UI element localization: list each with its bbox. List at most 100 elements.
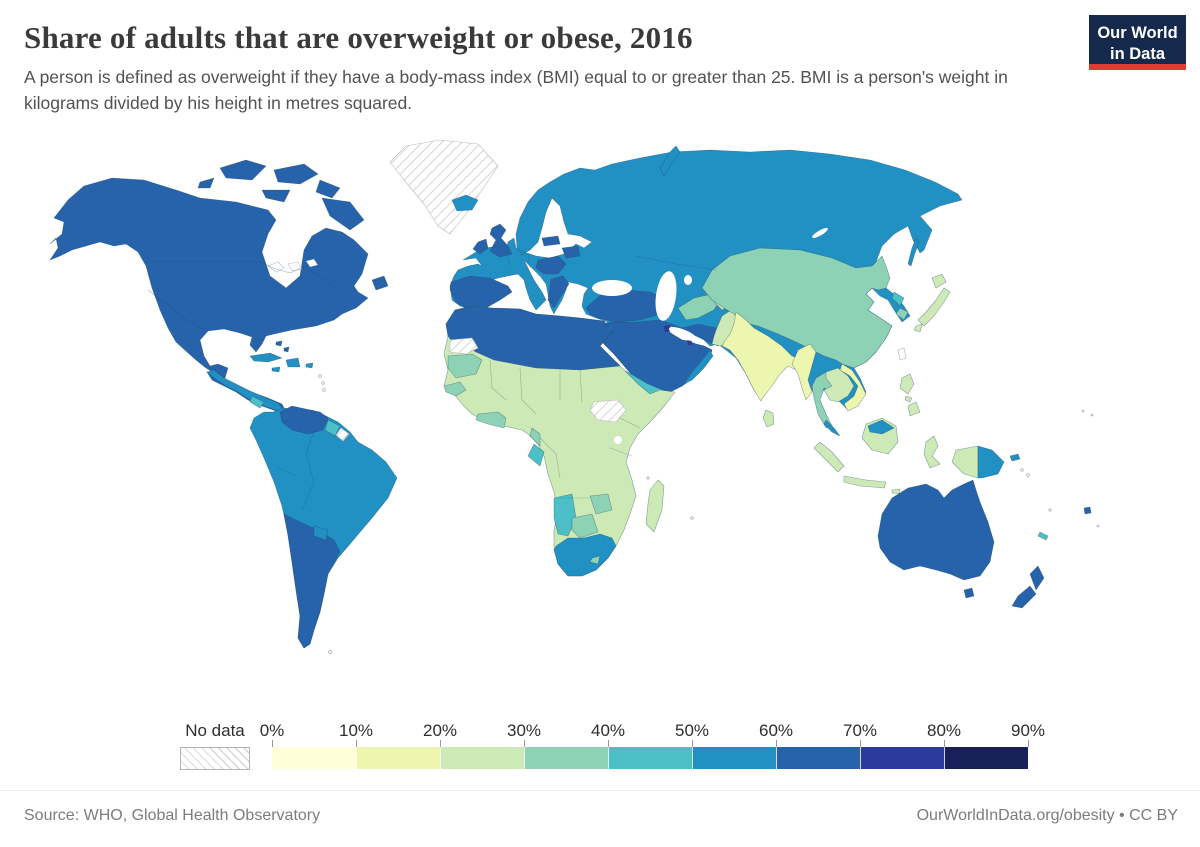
region-lesotho[interactable]	[589, 555, 601, 565]
legend-tick-label-7: 70%	[842, 721, 878, 740]
region-south-korea[interactable]	[895, 307, 909, 321]
legend-no-data-swatch[interactable]	[180, 747, 250, 770]
legend-bin-2[interactable]	[440, 747, 524, 769]
region-jamaica[interactable]	[271, 366, 281, 373]
region-novaya-zemlya[interactable]	[659, 145, 681, 177]
region-laos-cambodia[interactable]	[823, 367, 855, 403]
legend-tick	[692, 740, 693, 747]
region-namibia[interactable]	[553, 493, 577, 537]
region-ghana-cote-divoire[interactable]	[475, 411, 507, 429]
region-venezuela[interactable]	[279, 405, 329, 435]
region-iberia[interactable]	[449, 275, 513, 311]
legend-tick	[608, 740, 609, 747]
region-vietnam[interactable]	[839, 363, 867, 412]
region-papua-new-guinea[interactable]	[977, 445, 1005, 479]
legend-bin-5[interactable]	[692, 747, 776, 769]
region-botswana[interactable]	[571, 513, 599, 539]
region-hungary[interactable]	[561, 245, 581, 259]
persian-gulf	[668, 327, 698, 341]
legend-bin-7[interactable]	[860, 747, 944, 769]
region-guyana-suriname[interactable]	[324, 419, 341, 437]
region-north-america[interactable]	[49, 177, 369, 413]
owid-logo[interactable]: Our World in Data	[1089, 15, 1186, 70]
region-greenland[interactable]	[389, 139, 499, 235]
legend-bin-4[interactable]	[608, 747, 692, 769]
region-paraguay[interactable]	[313, 525, 329, 541]
region-malaysia-peninsula[interactable]	[823, 419, 841, 437]
region-tasmania[interactable]	[963, 587, 975, 599]
region-sakhalin[interactable]	[907, 237, 920, 267]
border-us-canada	[145, 261, 335, 288]
region-new-britain[interactable]	[1009, 453, 1021, 462]
region-canada-arctic-islands[interactable]	[197, 159, 365, 231]
region-malaysia-borneo[interactable]	[867, 419, 895, 435]
region-falkland-islands[interactable]	[328, 650, 332, 654]
region-sulawesi[interactable]	[923, 435, 941, 469]
region-new-caledonia[interactable]	[1037, 531, 1049, 541]
region-micronesia-2[interactable]	[1090, 413, 1094, 417]
region-vanuatu[interactable]	[1048, 508, 1052, 512]
region-greece[interactable]	[547, 275, 570, 309]
region-sri-lanka[interactable]	[762, 409, 775, 428]
region-south-america[interactable]	[249, 407, 398, 649]
region-java[interactable]	[843, 475, 887, 489]
region-czechia[interactable]	[541, 235, 561, 247]
region-senegal[interactable]	[443, 381, 467, 397]
region-ireland[interactable]	[472, 238, 489, 255]
region-costa-rica[interactable]	[249, 395, 265, 409]
border-peru-bolivia	[277, 467, 297, 477]
region-japan[interactable]	[913, 273, 951, 333]
region-lesser-antilles[interactable]	[318, 374, 322, 378]
region-western-balkans[interactable]	[535, 255, 567, 275]
legend-bin-0[interactable]	[272, 747, 356, 769]
region-south-africa[interactable]	[553, 533, 617, 577]
legend-tick-label-8: 80%	[926, 721, 962, 740]
legend-tick	[440, 740, 441, 747]
region-taiwan[interactable]	[897, 347, 907, 361]
region-mauritius[interactable]	[690, 516, 694, 520]
region-south-sudan[interactable]	[589, 399, 627, 423]
region-french-guiana[interactable]	[335, 427, 350, 442]
region-central-america[interactable]	[206, 369, 285, 412]
region-australia[interactable]	[877, 479, 995, 581]
region-zimbabwe[interactable]	[589, 493, 613, 515]
region-iceland[interactable]	[451, 194, 479, 212]
credit-link[interactable]: OurWorldInData.org/obesity • CC BY	[916, 807, 1178, 824]
region-new-zealand[interactable]	[1011, 565, 1045, 609]
region-solomon-islands-2[interactable]	[1026, 473, 1030, 477]
legend-bin-6[interactable]	[776, 747, 860, 769]
region-western-sahara[interactable]	[449, 337, 479, 355]
region-myanmar[interactable]	[791, 343, 817, 401]
world-map-svg	[49, 139, 1100, 654]
legend-bin-1[interactable]	[356, 747, 440, 769]
region-comoros[interactable]	[646, 476, 650, 480]
region-tonga[interactable]	[1096, 524, 1100, 528]
legend-bin-8[interactable]	[944, 747, 1028, 769]
region-philippines[interactable]	[899, 373, 921, 417]
region-lesser-antilles-3[interactable]	[322, 388, 326, 392]
legend-bin-3[interactable]	[524, 747, 608, 769]
region-madagascar[interactable]	[645, 479, 665, 533]
region-india[interactable]	[721, 311, 805, 402]
region-china-mongolia[interactable]	[701, 247, 893, 369]
region-fiji[interactable]	[1083, 506, 1092, 515]
region-hispaniola[interactable]	[285, 357, 301, 368]
region-puerto-rico[interactable]	[305, 362, 314, 369]
region-united-kingdom[interactable]	[489, 223, 513, 258]
region-argentina-chile[interactable]	[283, 513, 341, 649]
region-new-guinea-west[interactable]	[951, 445, 979, 479]
region-cameroon[interactable]	[529, 427, 541, 447]
region-oman[interactable]	[683, 349, 714, 385]
region-gabon[interactable]	[527, 443, 545, 467]
region-bahamas[interactable]	[275, 340, 290, 353]
region-mauritania[interactable]	[447, 353, 483, 379]
region-solomon-islands[interactable]	[1020, 468, 1024, 472]
region-sumatra[interactable]	[813, 441, 845, 473]
region-north-korea[interactable]	[891, 291, 905, 307]
region-micronesia[interactable]	[1081, 409, 1085, 413]
legend-tick-label-3: 30%	[506, 721, 542, 740]
region-newfoundland[interactable]	[371, 275, 389, 291]
region-cuba[interactable]	[249, 352, 283, 363]
region-lesser-antilles-2[interactable]	[321, 381, 325, 385]
